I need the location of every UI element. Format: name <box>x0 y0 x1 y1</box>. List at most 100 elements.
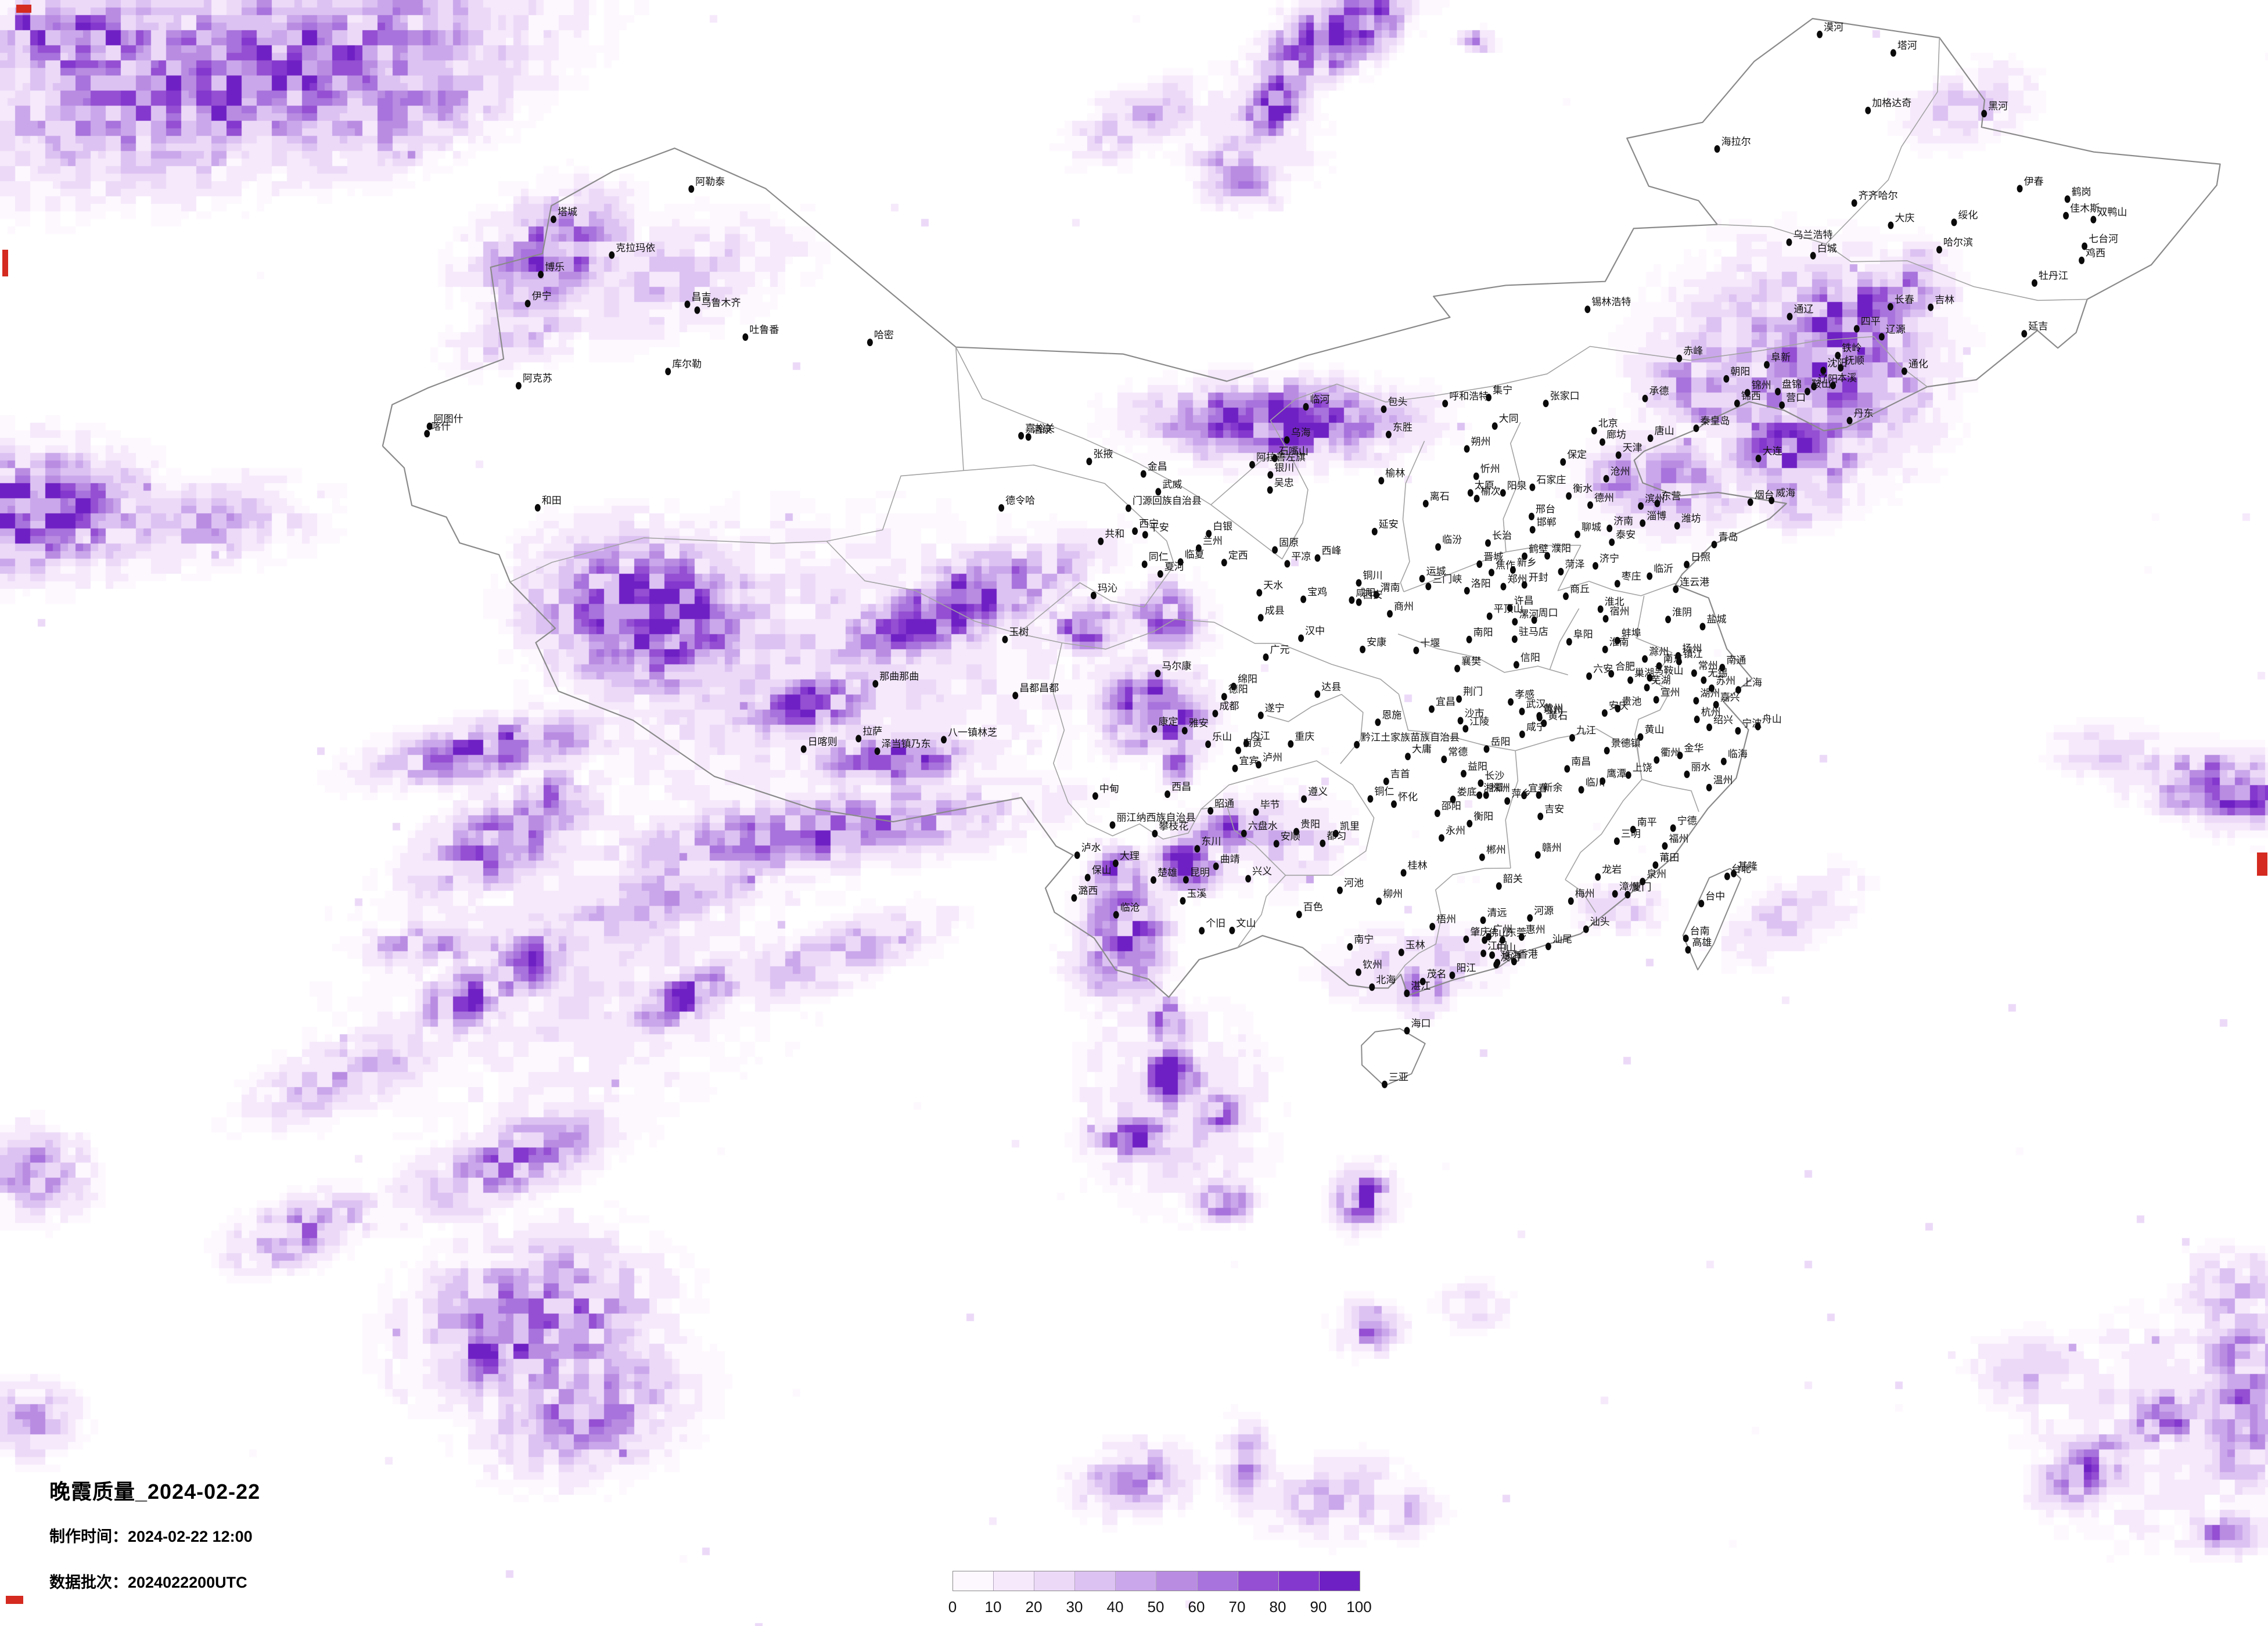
city-label: 怀化 <box>1398 792 1418 803</box>
city-label: 梧州 <box>1436 914 1456 925</box>
city-label: 泰安 <box>1616 530 1636 541</box>
legend-color-cell <box>1319 1571 1360 1591</box>
city-label: 攀枝花 <box>1159 821 1188 832</box>
city-dot <box>1614 580 1620 588</box>
city-label: 常德 <box>1448 747 1468 758</box>
city-label: 泸水 <box>1081 843 1101 854</box>
city-dot <box>1373 591 1379 599</box>
city-label: 北京 <box>1598 418 1618 429</box>
city-label: 百色 <box>1303 902 1323 913</box>
city-label: 牡丹江 <box>2039 270 2068 281</box>
city-dot <box>1256 761 1261 769</box>
city-dot <box>1098 537 1104 545</box>
city-dot <box>1534 851 1541 859</box>
city-dot <box>1378 477 1385 485</box>
city-dot <box>1652 861 1659 869</box>
province-border <box>1210 456 1309 560</box>
city-label: 同仁 <box>1149 552 1169 563</box>
province-border <box>1557 545 1676 596</box>
city-label: 长春 <box>1895 294 1914 305</box>
city-label: 佛山 <box>1489 927 1508 938</box>
city-label: 沈阳 <box>1827 358 1847 369</box>
city-label: 邯郸 <box>1537 517 1557 528</box>
city-dot <box>1600 438 1605 446</box>
city-dot <box>1566 638 1572 646</box>
city-dot <box>1698 900 1705 908</box>
city-label: 常州 <box>1698 660 1718 671</box>
city-label: 达县 <box>1321 681 1341 692</box>
city-label: 玛沁 <box>1098 582 1117 593</box>
city-label: 东莞 <box>1507 927 1526 938</box>
city-label: 阜阳 <box>1573 629 1593 640</box>
city-label: 长沙 <box>1485 771 1504 782</box>
city-dot <box>1152 830 1158 837</box>
city-dot <box>1563 592 1569 600</box>
city-dot <box>1630 826 1636 833</box>
city-dot <box>1613 837 1620 845</box>
city-label: 信阳 <box>1521 652 1540 663</box>
city-label: 茂名 <box>1427 969 1447 980</box>
city-label: 广元 <box>1270 645 1290 656</box>
city-dot <box>684 300 691 308</box>
city-dot <box>1293 828 1299 836</box>
city-dot <box>1092 792 1098 800</box>
city-label: 夏河 <box>1164 561 1184 572</box>
city-label: 鹤壁 <box>1529 544 1548 555</box>
city-label: 泸州 <box>1263 752 1282 763</box>
city-dot <box>1419 977 1426 985</box>
city-dot <box>1504 797 1511 805</box>
city-dot <box>1288 740 1294 748</box>
city-dot <box>1865 106 1871 114</box>
city-dot <box>1419 575 1425 582</box>
province-border <box>1393 868 1511 981</box>
city-label: 焦作 <box>1496 560 1515 571</box>
city-dot <box>1775 387 1781 395</box>
city-dot <box>515 382 522 390</box>
city-label: 铜仁 <box>1374 786 1394 797</box>
province-border <box>1062 618 1399 695</box>
city-dot <box>1653 696 1659 704</box>
city-dot <box>1483 745 1490 753</box>
city-label: 安康 <box>1367 636 1386 647</box>
city-dot <box>1422 499 1429 508</box>
city-dot <box>1805 387 1810 395</box>
city-dot <box>1699 623 1706 631</box>
province-border <box>963 465 1175 634</box>
city-label: 阿拉善左旗 <box>1256 452 1306 463</box>
city-label: 乌兰浩特 <box>1793 229 1833 240</box>
city-dot <box>1347 943 1353 951</box>
city-dot <box>1846 416 1853 425</box>
city-label: 锦州 <box>1752 380 1771 391</box>
city-label: 莆田 <box>1659 852 1679 864</box>
city-label: 三亚 <box>1389 1071 1408 1082</box>
city-label: 南京 <box>1663 653 1683 664</box>
city-label: 大理 <box>1120 851 1140 862</box>
city-label: 温州 <box>1713 775 1733 786</box>
city-label: 驻马店 <box>1519 627 1548 638</box>
city-label: 延安 <box>1379 519 1399 530</box>
city-dot <box>1810 251 1816 260</box>
city-dot <box>1665 616 1672 624</box>
city-dot <box>1425 582 1432 591</box>
legend-color-cell <box>1238 1571 1279 1591</box>
city-label: 厦门 <box>1631 882 1651 893</box>
city-dot <box>1755 455 1762 462</box>
city-dot <box>1464 587 1470 595</box>
province-border <box>1565 728 1642 880</box>
legend-color-cell <box>1116 1571 1157 1591</box>
city-label: 柳州 <box>1383 888 1403 900</box>
city-label: 恩施 <box>1382 710 1401 721</box>
city-label: 武汉 <box>1526 699 1546 710</box>
province-border <box>1717 37 1940 245</box>
city-label: 济宁 <box>1600 553 1619 564</box>
city-dot <box>1545 942 1551 951</box>
city-label: 共和 <box>1105 528 1124 539</box>
city-dot <box>1267 486 1273 494</box>
city-label: 雅安 <box>1189 718 1209 729</box>
city-dot <box>1132 527 1138 535</box>
city-dot <box>1207 807 1214 815</box>
city-label: 日喀则 <box>808 736 838 747</box>
city-label: 马鞍山 <box>1654 665 1684 676</box>
city-label: 遂宁 <box>1265 703 1285 714</box>
